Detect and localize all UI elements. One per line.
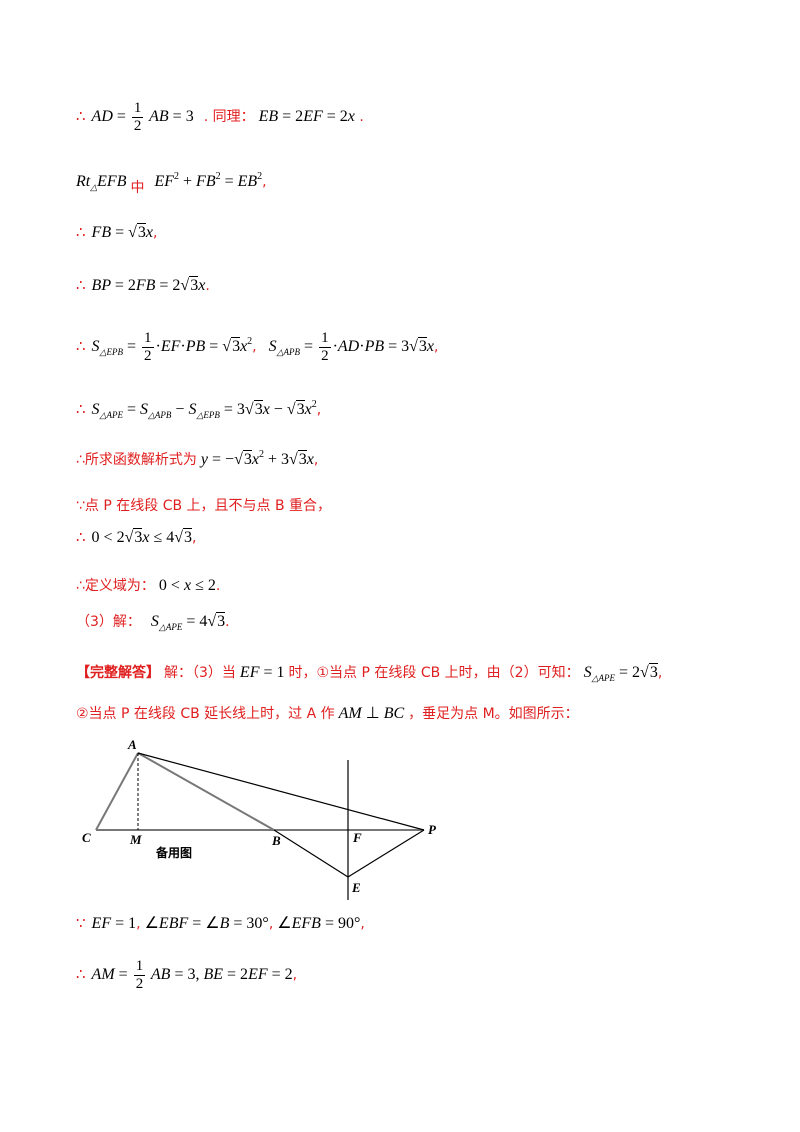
- geometry-figure: A C M B F P E 备用图: [82, 737, 437, 900]
- formula-ef-1: EF = 1: [239, 664, 285, 681]
- segment-be: [273, 829, 349, 878]
- point-label-f: F: [352, 830, 362, 845]
- row-areas: ∴ S△EPB = 1 2 ·EF·PB = √3x2, S△APB = 1 2 ·AD…: [76, 330, 439, 364]
- row-fb: ∴ FB = √3x,: [76, 223, 158, 241]
- segment-ap: [137, 752, 425, 831]
- row-s-ape: ∴ S△APE = S△APB − S△EPB = 3√3x − √3x2,: [76, 399, 322, 420]
- tongli-text: 同理：: [212, 109, 255, 126]
- row-function: ∴所求函数解析式为 y = −√3x2 + 3√3x,: [76, 449, 319, 468]
- segment-ab: [137, 752, 275, 831]
- full-solution-text-1: 解：（3）当: [164, 665, 236, 681]
- therefore-symbol: ∴: [76, 278, 86, 294]
- formula-eb: EB = 2EF = 2x: [258, 108, 355, 126]
- rt-label: Rt△EFB: [76, 173, 127, 192]
- full-solution-text-2: 时，①当点 P 在线段 CB 上时，由（2）可知：: [288, 665, 580, 681]
- formula-bp: BP = 2FB = 2√3x: [91, 276, 206, 294]
- case2-text-1: ②当点 P 在线段 CB 延长线上时，过 A 作: [76, 706, 335, 722]
- row-case2: ②当点 P 在线段 CB 延长线上时，过 A 作 AM ⊥ BC ，垂足为点 M…: [76, 706, 579, 722]
- therefore-symbol: ∴: [76, 967, 86, 984]
- point-label-c: C: [82, 830, 91, 845]
- formula-s-efb: S△EPB = 1 2 ·EF·PB = √3x2: [91, 330, 253, 364]
- figure-caption: 备用图: [155, 845, 192, 860]
- row-condition: ∵点 P 在线段 CB 上，且不与点 B 重合，: [76, 498, 332, 514]
- segment-ac: [95, 752, 139, 831]
- because-symbol: ∵: [76, 916, 86, 932]
- row-inequality: ∴ 0 < 2√3x ≤ 4√3,: [76, 528, 197, 546]
- row-given: ∵ EF = 1, ∠EBF = ∠B = 30°, ∠EFB = 90°,: [76, 915, 365, 932]
- formula-y: y = −√3x2 + 3√3x: [200, 449, 314, 468]
- row-bp: ∴ BP = 2FB = 2√3x.: [76, 276, 210, 294]
- therefore-symbol: ∴: [76, 109, 86, 126]
- formula-s-apb: S△APB = 1 2 ·AD·PB = 3√3x: [268, 330, 435, 364]
- row-domain: ∴定义域为： 0 < x ≤ 2.: [76, 577, 221, 594]
- therefore-symbol: ∴: [76, 402, 86, 418]
- case2-text-2: ，垂足为点 M。如图所示：: [408, 706, 579, 722]
- full-solution-tag: 【完整解答】: [76, 665, 160, 681]
- formula-inequality: 0 < 2√3x ≤ 4√3: [91, 528, 193, 546]
- segment-ep: [347, 829, 425, 878]
- point-label-m: M: [129, 832, 142, 847]
- formula-fb: FB = √3x: [91, 223, 154, 241]
- formula-s-ape-2: S△APE = 2√3: [583, 663, 658, 683]
- formula-s-ape: S△APE = S△APB − S△EPB = 3√3x − √3x2: [91, 399, 317, 420]
- row-rt-efb: Rt△EFB 中 EF2 + FB2 = EB2,: [76, 171, 267, 196]
- formula-right-angle: ∠EFB = 90°: [277, 915, 361, 932]
- point-label-a: A: [127, 737, 137, 752]
- point-label-e: E: [351, 880, 361, 895]
- function-label: ∴所求函数解析式为: [76, 452, 197, 468]
- formula-pythagoras: EF2 + FB2 = EB2: [154, 171, 263, 190]
- formula-domain: 0 < x ≤ 2: [158, 577, 216, 594]
- formula-am-perp-bc: AM ⊥ BC: [338, 705, 405, 722]
- point-label-b: B: [271, 833, 281, 848]
- formula-given: EF = 1: [91, 915, 137, 932]
- row-part3: （3）解： S△APE = 4√3.: [76, 612, 230, 632]
- row-full-solution: 【完整解答】 解：（3）当 EF = 1 时，①当点 P 在线段 CB 上时，由…: [76, 663, 663, 683]
- domain-label: ∴定义域为：: [76, 578, 155, 594]
- therefore-symbol: ∴: [76, 339, 86, 356]
- therefore-symbol: ∴: [76, 225, 86, 241]
- formula-angles: ∠EBF = ∠B = 30°: [144, 915, 269, 932]
- formula-s-ape-answer: S△APE = 4√3: [150, 612, 226, 632]
- zhong-text: 中: [130, 180, 145, 196]
- therefore-symbol: ∴: [76, 530, 86, 546]
- point-label-p: P: [428, 822, 437, 837]
- part3-label: （3）解：: [76, 614, 141, 630]
